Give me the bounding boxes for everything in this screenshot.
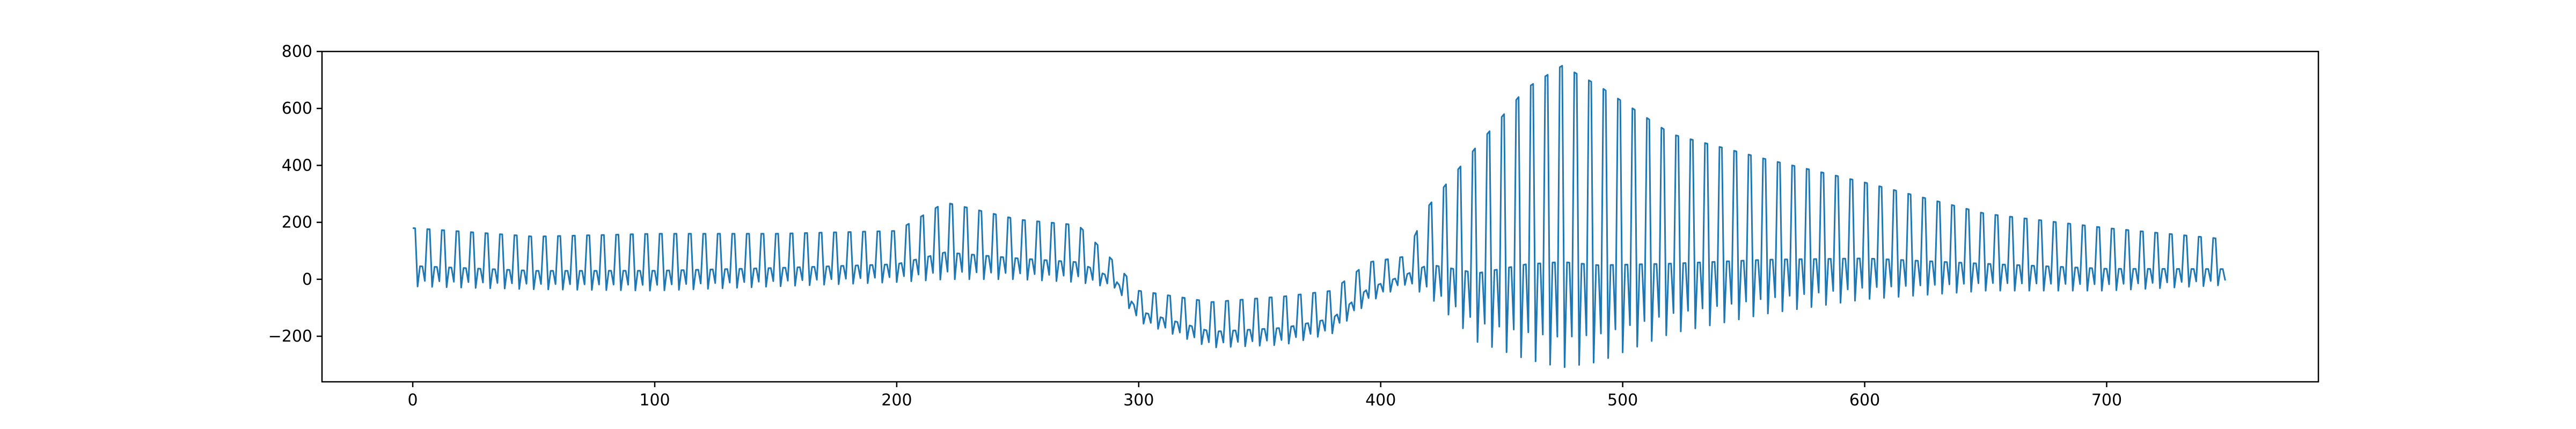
x-tick-label: 500 [1607,391,1638,410]
x-tick-label: 400 [1365,391,1396,410]
x-tick-label: 200 [881,391,912,410]
y-axis: −200 0 200 400 600 800 [268,42,322,346]
y-tick-label: 0 [302,270,312,289]
x-tick-label: 100 [639,391,670,410]
y-tick-label: 800 [282,42,312,61]
x-tick-label: 300 [1123,391,1154,410]
plot-frame [321,50,2319,383]
y-tick-label: −200 [268,327,312,346]
plot-area [412,65,2226,368]
y-tick-label: 200 [282,213,312,232]
y-tick-label: 600 [282,99,312,118]
x-tick-label: 0 [408,391,418,410]
series-line [412,65,2226,368]
x-tick-label: 600 [1849,391,1880,410]
x-axis: 0 100 200 300 400 500 600 700 [408,382,2122,410]
x-tick-label: 700 [2091,391,2122,410]
y-tick-label: 400 [282,156,312,175]
